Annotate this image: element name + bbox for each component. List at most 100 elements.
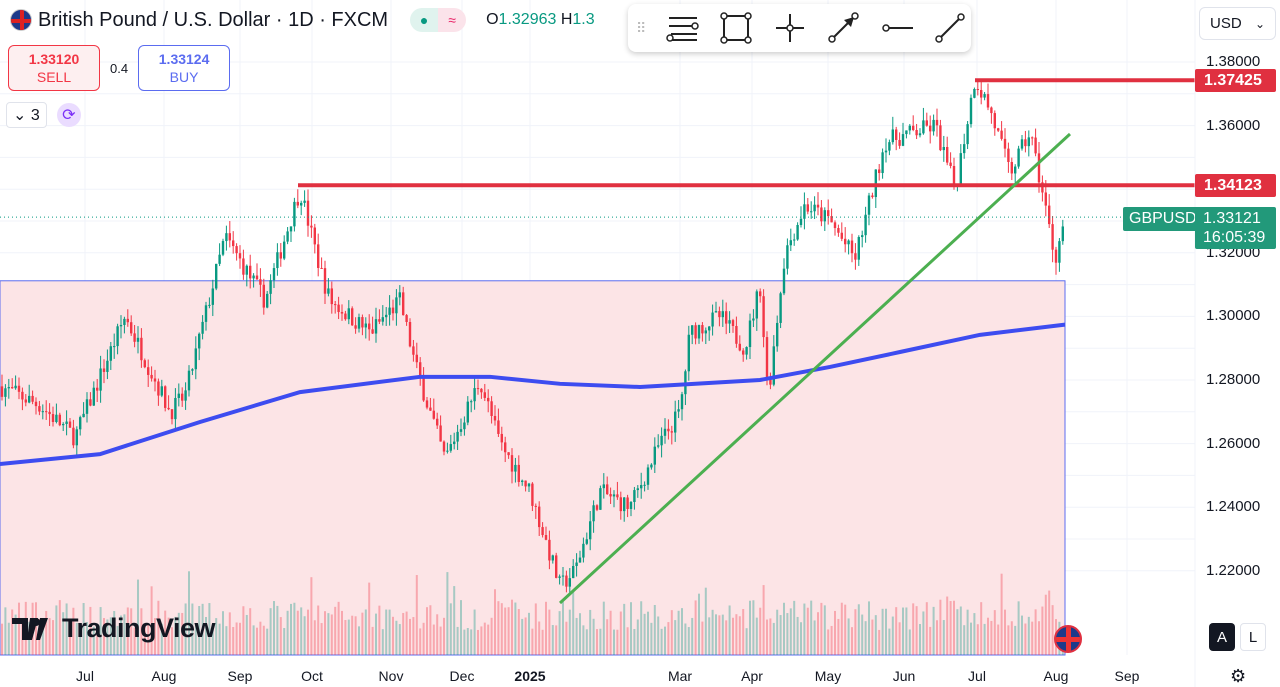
candle-body — [65, 421, 68, 424]
volume-bar — [307, 609, 309, 655]
candle-body — [300, 202, 303, 206]
rectangle-icon[interactable] — [715, 8, 757, 48]
volume-bar — [653, 604, 656, 655]
candle-body — [963, 144, 966, 154]
candle-body — [374, 319, 378, 334]
candle-body — [616, 494, 619, 498]
volume-bar — [422, 622, 425, 655]
candle-body — [476, 388, 480, 390]
volume-bar — [116, 625, 119, 655]
volume-bar — [905, 607, 908, 655]
volume-bar — [99, 607, 102, 655]
fib-retracement-icon[interactable] — [662, 8, 704, 48]
candle-body — [398, 292, 401, 298]
settings-gear-icon[interactable]: ⚙ — [1230, 666, 1247, 686]
candle-body — [41, 411, 44, 413]
volume-bar — [235, 622, 238, 655]
volume-bar — [137, 579, 139, 655]
volume-bar — [4, 607, 7, 655]
candle-body — [500, 433, 503, 443]
market-status[interactable]: ● ≈ — [410, 8, 467, 32]
candle-body — [942, 146, 945, 151]
candle-body — [612, 494, 616, 497]
candle-body — [738, 343, 741, 351]
candle-body — [544, 535, 548, 540]
candle-body — [385, 314, 388, 318]
candle-body — [660, 435, 663, 446]
volume-bar — [939, 599, 942, 655]
candle-body — [232, 240, 235, 247]
candle-body — [174, 397, 177, 420]
market-open-dot-icon: ● — [410, 8, 439, 32]
time-tick: Sep — [1114, 668, 1140, 684]
volume-bar — [392, 616, 394, 655]
candle-body — [412, 346, 415, 355]
log-scale-button[interactable]: L — [1240, 623, 1266, 651]
volume-bar — [606, 619, 609, 655]
volume-bar — [551, 625, 554, 655]
candle-body — [283, 241, 286, 259]
volume-bar — [800, 622, 802, 655]
drag-handle-icon[interactable]: ⠿ — [636, 19, 647, 36]
crosshair-icon[interactable] — [769, 8, 811, 48]
candle-body — [640, 485, 643, 489]
volume-bar — [640, 601, 643, 655]
candle-body — [429, 407, 432, 411]
volume-bar — [449, 603, 452, 655]
candle-body — [585, 539, 588, 544]
candle-body — [912, 125, 915, 130]
candle-body — [674, 411, 677, 433]
candle-body — [742, 350, 745, 355]
volume-bar — [766, 619, 768, 655]
auto-scale-button[interactable]: A — [1209, 623, 1235, 651]
candle-body — [150, 374, 153, 379]
candle-body — [827, 210, 830, 217]
volume-bar — [830, 625, 833, 655]
candle-body — [113, 346, 116, 348]
candle-body — [164, 386, 167, 408]
candle-body — [521, 480, 524, 482]
candle-body — [932, 119, 935, 132]
candle-body — [391, 307, 395, 314]
sell-button[interactable]: 1.33120 SELL — [8, 45, 100, 91]
volume-bar — [715, 614, 717, 655]
volume-bar — [483, 622, 486, 655]
volume-bar — [432, 624, 435, 655]
candle-body — [830, 216, 833, 223]
horizontal-ray-icon[interactable] — [876, 8, 918, 48]
uk-flag-marker-icon[interactable] — [1054, 625, 1082, 653]
time-tick: Oct — [301, 668, 323, 684]
candle-body — [62, 423, 65, 426]
price-zone-rectangle — [0, 280, 1066, 656]
indicators-toggle[interactable]: ⌄ 3 — [6, 102, 47, 128]
price-tick: 1.28000 — [1206, 371, 1261, 388]
candle-body — [463, 422, 466, 430]
sync-icon[interactable]: ⟳ — [56, 103, 81, 127]
arrow-tool-icon[interactable] — [822, 8, 864, 48]
candle-body — [473, 388, 476, 402]
volume-bar — [562, 601, 564, 655]
candle-body — [572, 565, 575, 579]
volume-bar — [361, 612, 364, 655]
candle-body — [1007, 148, 1010, 162]
volume-bar — [1021, 615, 1023, 655]
volume-bar — [915, 606, 918, 655]
candle-body — [561, 575, 565, 577]
volume-bar — [58, 600, 61, 655]
currency-select[interactable]: USD ⌄ — [1199, 7, 1276, 40]
trend-line-icon[interactable] — [930, 8, 972, 48]
volume-bar — [103, 618, 105, 655]
candle-body — [799, 218, 803, 225]
candle-body — [1037, 153, 1041, 183]
candle-body — [1044, 192, 1047, 206]
volume-bar — [619, 611, 622, 655]
buy-button[interactable]: 1.33124 BUY — [138, 45, 231, 91]
candle-body — [813, 204, 816, 212]
tradingview-logo[interactable]: TradingView — [12, 613, 216, 644]
volume-bar — [269, 608, 272, 655]
candle-body — [28, 395, 31, 403]
volume-bar — [902, 607, 904, 655]
symbol-title[interactable]: British Pound / U.S. Dollar · 1D · FXCM — [38, 8, 389, 31]
volume-bar — [783, 602, 785, 655]
